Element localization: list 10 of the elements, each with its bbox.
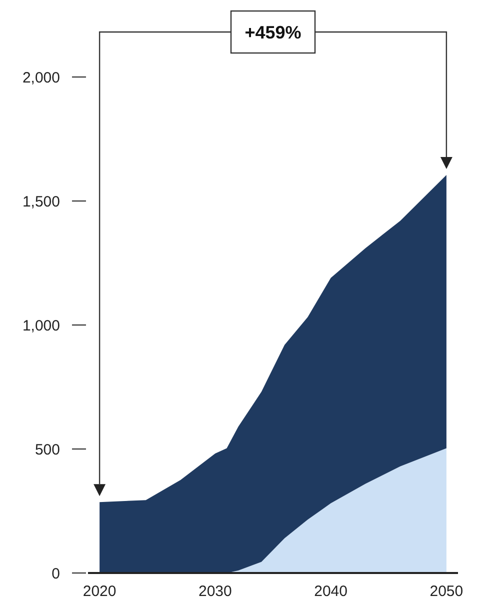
y-tick-label: 1,500 bbox=[22, 193, 60, 210]
y-tick-label: 0 bbox=[52, 565, 60, 582]
x-tick-label: 2020 bbox=[82, 583, 116, 600]
text: +459% bbox=[244, 22, 302, 42]
x-tick-label: 2050 bbox=[430, 583, 464, 600]
y-tick-label: 2,000 bbox=[22, 69, 60, 86]
y-tick-label: 1,000 bbox=[22, 317, 60, 334]
x-tick-label: 2030 bbox=[198, 583, 232, 600]
x-tick-label: 2040 bbox=[314, 583, 348, 600]
y-tick-label: 500 bbox=[34, 441, 60, 458]
